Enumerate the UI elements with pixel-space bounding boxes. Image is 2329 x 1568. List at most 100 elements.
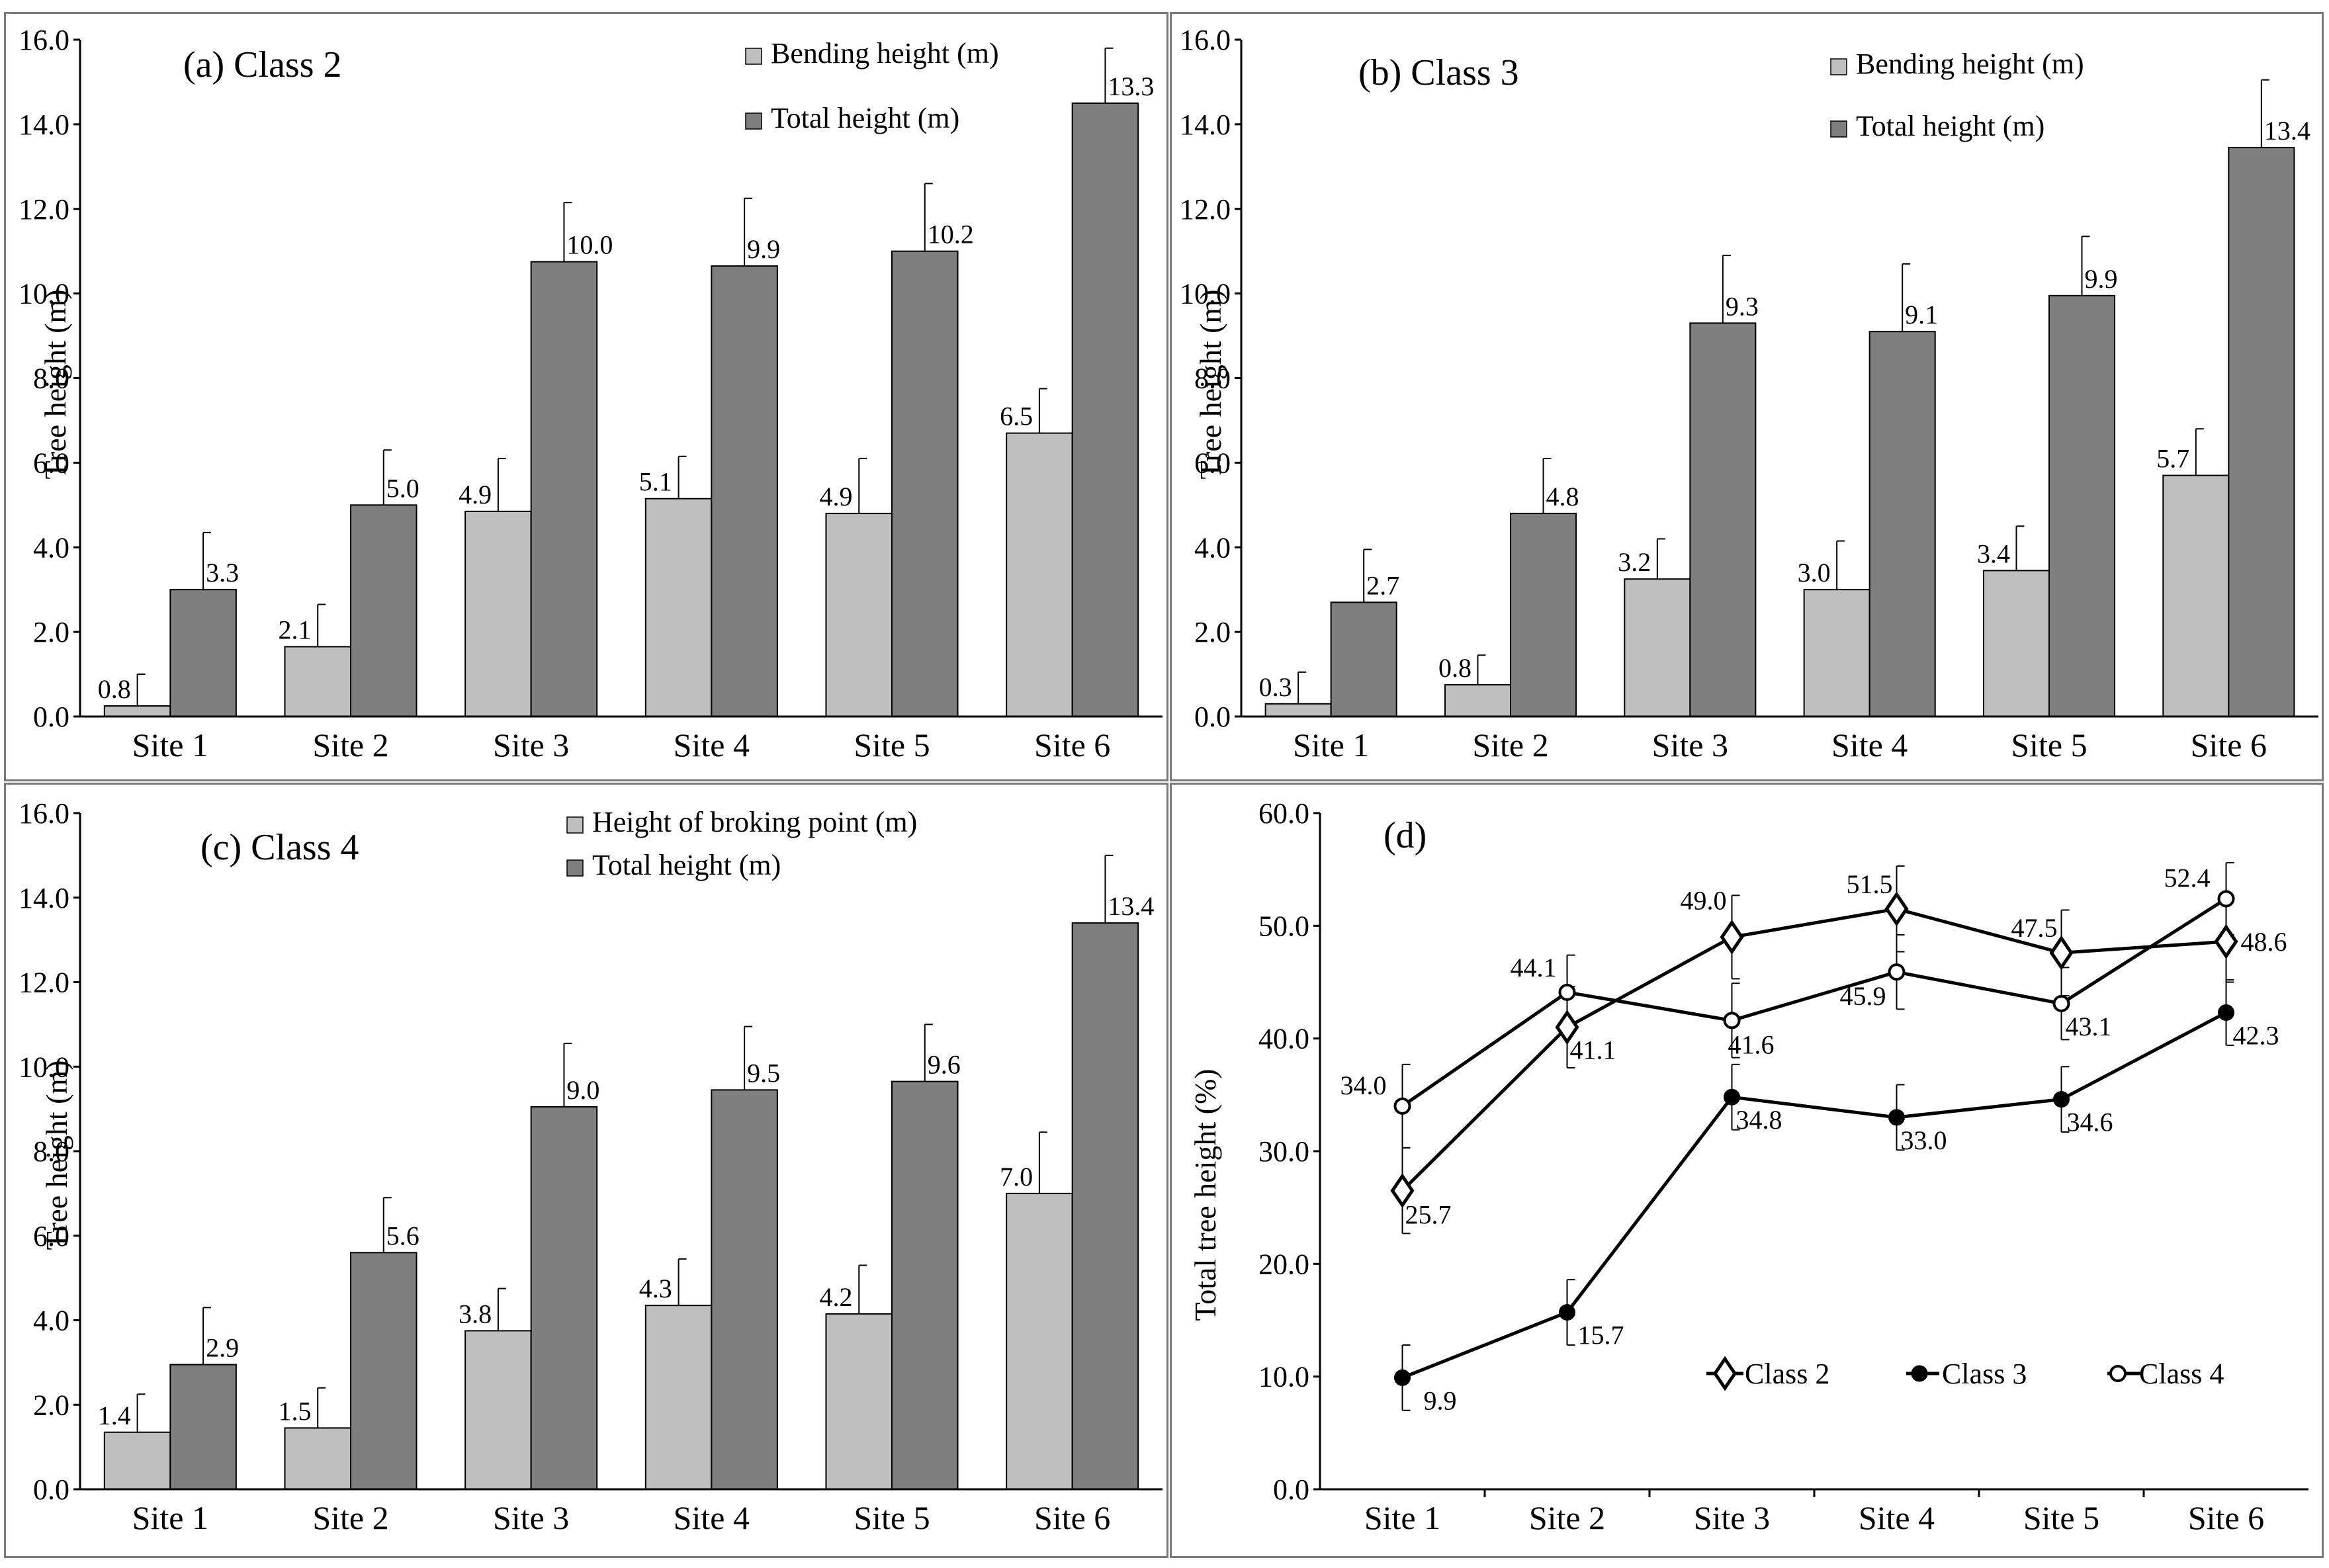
chart-a-data-label: 0.8 (98, 674, 131, 704)
chart-a-bar-lower (103, 705, 171, 717)
chart-b-y-tick-label: 2.0 (1194, 616, 1231, 648)
chart-d-data-label: 34.0 (1340, 1070, 1387, 1100)
chart-a-bar-total (350, 504, 417, 717)
chart-a-data-label: 3.3 (206, 558, 239, 588)
chart-c-bar-total (891, 1080, 959, 1490)
chart-a-data-label: 2.1 (278, 615, 311, 645)
chart-b-y-tick-label: 4.0 (1194, 531, 1231, 564)
chart-d-point-class-3 (1888, 1109, 1905, 1126)
chart-d-point-class-3 (1724, 1088, 1740, 1106)
chart-c-bar-lower (284, 1427, 351, 1490)
chart-b-x-tick-label: Site 6 (2191, 726, 2267, 763)
chart-d-data-label: 47.5 (2011, 913, 2058, 943)
chart-c-legend-label-broking: Height of broking point (m) (592, 806, 917, 838)
chart-b-x-tick-label: Site 3 (1652, 726, 1728, 763)
chart-b-data-label: 9.1 (1905, 300, 1938, 329)
chart-d-y-tick-label: 30.0 (1258, 1135, 1309, 1168)
chart-b-bar-lower (2162, 474, 2230, 718)
chart-d-data-label: 45.9 (1840, 981, 1886, 1011)
chart-b-bar-total (1689, 322, 1757, 718)
chart-d-point-class-4 (1723, 1012, 1741, 1029)
chart-c-legend-swatch-broking (566, 816, 584, 834)
chart-c-y-tick-label: 16.0 (19, 797, 69, 830)
chart-a-data-label: 4.9 (459, 480, 492, 509)
chart-c-bar-total (1071, 922, 1139, 1490)
chart-d-title: (d) (1384, 815, 1427, 856)
chart-c-legend-swatch-total (566, 859, 584, 877)
chart-d-point-class-3 (1559, 1304, 1575, 1321)
chart-c-data-label: 9.0 (566, 1075, 599, 1105)
chart-d-x-tick-label: Site 3 (1694, 1499, 1770, 1536)
chart-b-data-label: 3.2 (1618, 547, 1651, 577)
chart-b-data-label: 13.4 (2264, 116, 2310, 146)
chart-a-bar-total (169, 589, 237, 717)
chart-c-bar-total (169, 1364, 237, 1490)
chart-a-x-tick-label: Site 3 (493, 726, 569, 763)
chart-d-point-class-3 (1394, 1369, 1411, 1386)
chart-d-data-label: 41.1 (1570, 1035, 1616, 1065)
chart-a-y-tick-label: 16.0 (19, 24, 69, 56)
chart-c-y-tick-label: 14.0 (19, 882, 69, 914)
chart-d-y-tick-label: 10.0 (1258, 1361, 1309, 1393)
chart-c-data-label: 4.3 (639, 1274, 672, 1303)
chart-b-y-tick-label: 6.0 (1194, 447, 1231, 479)
chart-c-bar-lower (1006, 1192, 1073, 1490)
chart-a-legend-swatch-total (745, 112, 762, 130)
chart-d-legend-label-class-4: Class 4 (2139, 1358, 2224, 1390)
chart-d-data-label: 25.7 (1405, 1200, 1452, 1230)
chart-b-data-label: 3.0 (1798, 558, 1831, 588)
chart-d-legend-label-class-2: Class 2 (1745, 1358, 1829, 1390)
chart-d-legend: Class 2 Class 3 Class 4 (1706, 1356, 2224, 1391)
chart-a-bar-total (530, 261, 598, 717)
chart-a-y-tick-label: 12.0 (19, 193, 69, 226)
chart-b-y-tick-label: 12.0 (1180, 193, 1231, 226)
chart-a-bar-lower (1006, 432, 1073, 718)
chart-b-bar-total (2228, 147, 2295, 717)
chart-d-data-label: 34.8 (1736, 1105, 1782, 1135)
chart-c-y-tick-label: 0.0 (33, 1473, 69, 1506)
chart-d-point-class-4 (1393, 1097, 1411, 1115)
chart-a-x-tick-label: Site 6 (1034, 726, 1110, 763)
chart-b-bar-lower (1803, 589, 1870, 717)
chart-b-x-tick-label: Site 5 (2011, 726, 2087, 763)
chart-d-data-label: 52.4 (2164, 863, 2211, 893)
chart-d-data-label: 33.0 (1901, 1125, 1947, 1155)
chart-d-data-label: 41.6 (1728, 1029, 1775, 1059)
chart-d-point-class-2 (2049, 935, 2074, 971)
chart-d-y-axis-label: Total tree height (%) (1188, 1068, 1222, 1321)
chart-d-point-class-2 (1720, 919, 1744, 955)
panel-c-class-4: 0.0 2.0 4.0 6.0 8.0 10.0 12.0 14.0 16.0 1.4 1.5 3.8… (4, 783, 1168, 1558)
chart-b-y-tick-label: 16.0 (1180, 24, 1231, 56)
chart-c-y-tick-label: 4.0 (33, 1305, 69, 1337)
chart-b-title: (b) Class 3 (1358, 52, 1519, 93)
chart-d-legend-marker-class-4 (2109, 1365, 2127, 1382)
chart-c-y-tick-label: 12.0 (19, 967, 69, 999)
chart-a-bar-lower (284, 646, 351, 717)
chart-c-bar-lower (464, 1330, 532, 1490)
chart-d-y-tick-label: 20.0 (1258, 1248, 1309, 1280)
chart-d-data-label: 34.6 (2067, 1108, 2113, 1137)
chart-a-data-label: 5.1 (639, 467, 672, 497)
chart-d-y-tick-label: 0.0 (1273, 1473, 1309, 1506)
chart-d-point-class-4 (2217, 890, 2235, 908)
chart-a-x-tick-label: Site 4 (674, 726, 750, 763)
chart-a-bar-lower (464, 510, 532, 717)
chart-c-data-label: 4.2 (819, 1282, 852, 1312)
chart-b-bar-total (2048, 294, 2116, 717)
chart-c-x-tick-label: Site 3 (493, 1499, 569, 1536)
panel-b-class-3: 0.0 2.0 4.0 6.0 8.0 10.0 12.0 14.0 16.0 0.3 0.8 3.2… (1170, 12, 2324, 781)
chart-b-bar-lower (1444, 684, 1512, 717)
chart-a-data-label: 10.2 (928, 220, 974, 249)
chart-b-bar-lower (1982, 570, 2050, 718)
chart-c-data-label: 5.6 (386, 1221, 419, 1250)
chart-b-data-label: 5.7 (2156, 444, 2189, 474)
chart-d-data-label: 51.5 (1847, 869, 1893, 899)
chart-a-legend-label-bending: Bending height (m) (771, 37, 999, 69)
chart-d-series-line-2 (1401, 907, 2226, 1192)
chart-c-data-label: 3.8 (459, 1299, 492, 1328)
chart-a-class-2: 0.0 2.0 4.0 6.0 8.0 10.0 12.0 14.0 16.0 0.8 2.1 4.9… (19, 24, 1163, 763)
chart-a-data-label: 4.9 (819, 482, 852, 511)
chart-c-y-tick-label: 8.0 (33, 1135, 69, 1168)
chart-b-bar-total (1868, 331, 1936, 717)
chart-b-legend-label-total: Total height (m) (1856, 110, 2044, 142)
